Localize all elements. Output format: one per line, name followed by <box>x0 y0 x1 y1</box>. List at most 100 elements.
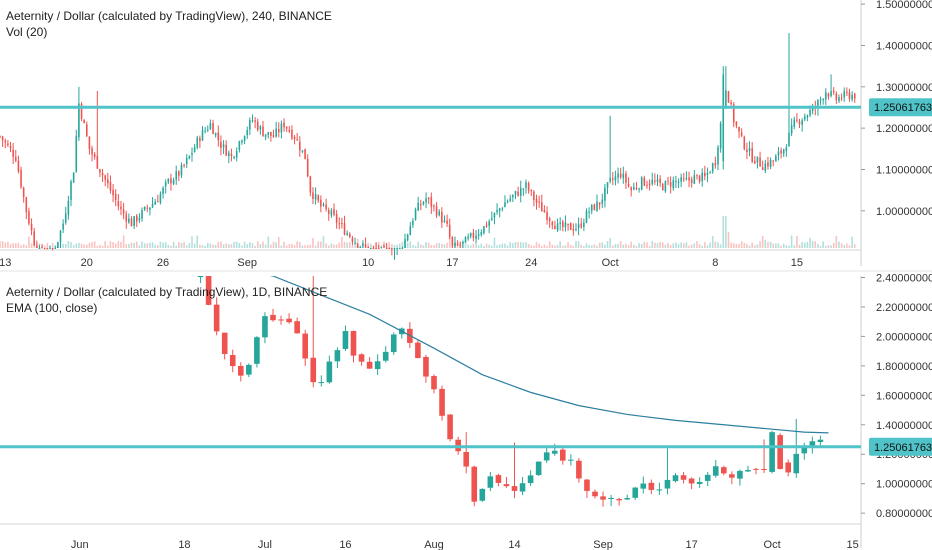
candle-body <box>504 202 506 208</box>
candle-body <box>238 365 244 376</box>
volume-bar <box>517 242 519 248</box>
candle-body <box>342 331 349 349</box>
candle-body <box>20 169 22 188</box>
volume-bar <box>540 245 543 248</box>
volume-bar <box>635 245 638 248</box>
candle-body <box>286 318 292 323</box>
candle-body <box>213 304 220 332</box>
volume-bar <box>806 241 809 248</box>
top-y-tick-label: 1.20000000 <box>876 123 932 135</box>
volume-bar <box>20 245 22 248</box>
volume-bar <box>85 244 88 248</box>
candle-body <box>309 176 312 193</box>
candle-body <box>635 188 638 190</box>
volume-bar <box>683 243 685 248</box>
volume-bar <box>456 244 459 248</box>
candle-body <box>601 199 604 204</box>
volume-bar <box>80 243 83 248</box>
volume-bar <box>262 241 264 248</box>
candle-body <box>798 121 801 125</box>
candle-body <box>1 136 4 141</box>
candle-body <box>178 171 180 176</box>
top-y-tick-label: 1.30000000 <box>876 82 932 94</box>
candle-body <box>49 248 51 249</box>
volume-bar <box>538 243 540 248</box>
candle-body <box>83 120 85 124</box>
candle-body <box>527 475 534 484</box>
candle-body <box>393 248 396 249</box>
candle-body <box>756 156 759 163</box>
candle-body <box>205 276 212 305</box>
candle-body <box>543 210 546 213</box>
candle-body <box>41 247 43 249</box>
volume-bar <box>746 243 748 248</box>
candle-body <box>204 130 206 132</box>
volume-bar <box>409 241 412 248</box>
volume-bar <box>277 237 280 248</box>
candle-body <box>664 479 671 489</box>
volume-bar <box>188 243 191 248</box>
volume-bar <box>193 243 196 248</box>
volume-bar <box>790 235 793 248</box>
candle-body <box>576 460 582 479</box>
candle-body <box>843 91 846 98</box>
volume-bar <box>590 245 593 248</box>
volume-bar <box>162 242 164 248</box>
candle-body <box>611 178 614 180</box>
volume-bar <box>822 241 824 248</box>
volume-bar <box>546 245 548 248</box>
volume-bar <box>840 243 843 248</box>
candle-body <box>745 469 751 472</box>
top-panel: 1.50000000 1.40000000 1.30000000 1.20000000… <box>0 0 932 269</box>
candle-body <box>280 123 283 133</box>
candle-body <box>425 198 427 203</box>
volume-bar <box>754 245 756 248</box>
candle-body <box>675 181 677 183</box>
candle-body <box>36 245 38 248</box>
volume-bar <box>696 241 698 248</box>
candle-body <box>838 97 840 102</box>
candle-body <box>485 224 488 227</box>
volume-bar <box>333 244 335 248</box>
candle-body <box>722 74 725 162</box>
candle-body <box>229 354 236 367</box>
candle-body <box>201 130 204 141</box>
candle-body <box>214 133 217 136</box>
candle-body <box>288 129 291 132</box>
bottom-y-tick-label: 1.60000000 <box>876 390 932 402</box>
bottom-x-tick-label: 14 <box>508 539 520 550</box>
candle-body <box>819 99 822 101</box>
candle-body <box>122 209 125 214</box>
candle-body <box>54 248 57 249</box>
bottom-y-tick-label: 1.40000000 <box>876 420 932 432</box>
candle-body <box>367 246 369 248</box>
candle-body <box>143 206 146 210</box>
candle-body <box>285 126 288 129</box>
volume-bar <box>672 243 675 248</box>
candle-body <box>326 361 333 383</box>
candle-body <box>222 144 225 148</box>
candle-body <box>454 242 456 247</box>
volume-bar <box>133 242 135 248</box>
candle-body <box>543 452 550 461</box>
volume-bar <box>619 241 622 248</box>
volume-bar <box>709 242 711 248</box>
candle-body <box>101 172 104 176</box>
candle-body <box>33 231 35 246</box>
candle-body <box>604 187 606 201</box>
volume-bar <box>206 242 209 248</box>
candle-body <box>422 202 425 205</box>
candle-body <box>338 223 341 225</box>
volume-bar <box>343 241 346 248</box>
candle-body <box>235 151 238 158</box>
candle-body <box>170 178 172 184</box>
candle-body <box>341 222 343 225</box>
candle-body <box>417 203 419 211</box>
candle-body <box>672 180 675 189</box>
volume-bar <box>25 245 28 248</box>
bottom-x-tick-label: Jul <box>258 539 272 550</box>
candle-body <box>162 187 164 194</box>
bottom-y-tick-label: 1.80000000 <box>876 361 932 373</box>
candle-body <box>283 122 285 128</box>
